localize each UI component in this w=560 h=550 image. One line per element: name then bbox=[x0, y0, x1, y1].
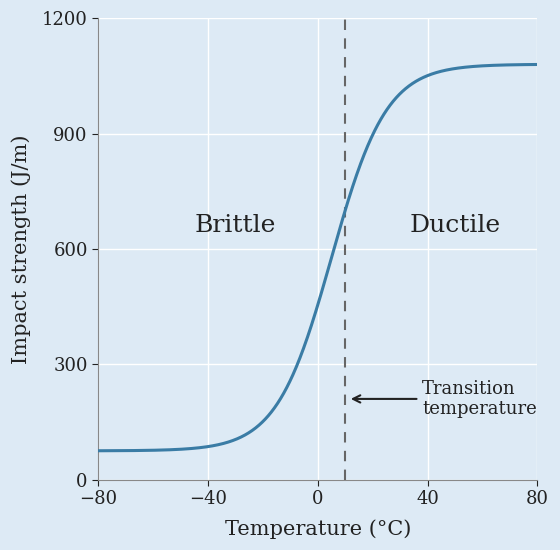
Text: Brittle: Brittle bbox=[195, 214, 276, 237]
Text: Ductile: Ductile bbox=[409, 214, 501, 237]
Y-axis label: Impact strength (J/m): Impact strength (J/m) bbox=[11, 134, 31, 364]
Text: Transition
temperature: Transition temperature bbox=[353, 379, 537, 419]
X-axis label: Temperature (°C): Temperature (°C) bbox=[225, 519, 411, 539]
